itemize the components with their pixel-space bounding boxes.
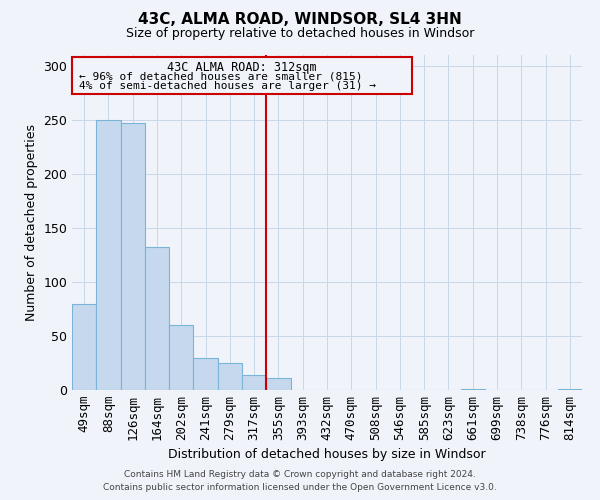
Bar — [193, 358, 218, 390]
Text: Contains HM Land Registry data © Crown copyright and database right 2024.
Contai: Contains HM Land Registry data © Crown c… — [103, 470, 497, 492]
X-axis label: Distribution of detached houses by size in Windsor: Distribution of detached houses by size … — [168, 448, 486, 461]
Bar — [558, 389, 582, 390]
Text: 43C, ALMA ROAD, WINDSOR, SL4 3HN: 43C, ALMA ROAD, WINDSOR, SL4 3HN — [138, 12, 462, 28]
Bar — [461, 389, 485, 390]
Bar — [96, 120, 121, 390]
Text: 4% of semi-detached houses are larger (31) →: 4% of semi-detached houses are larger (3… — [79, 81, 376, 91]
Bar — [72, 304, 96, 390]
Text: 43C ALMA ROAD: 312sqm: 43C ALMA ROAD: 312sqm — [167, 62, 317, 74]
Text: ← 96% of detached houses are smaller (815): ← 96% of detached houses are smaller (81… — [79, 71, 363, 81]
FancyBboxPatch shape — [72, 57, 412, 94]
Bar — [145, 248, 169, 390]
Text: Size of property relative to detached houses in Windsor: Size of property relative to detached ho… — [126, 28, 474, 40]
Bar — [121, 123, 145, 390]
Bar — [266, 378, 290, 390]
Bar — [242, 375, 266, 390]
Y-axis label: Number of detached properties: Number of detached properties — [25, 124, 38, 321]
Bar — [218, 363, 242, 390]
Bar — [169, 325, 193, 390]
